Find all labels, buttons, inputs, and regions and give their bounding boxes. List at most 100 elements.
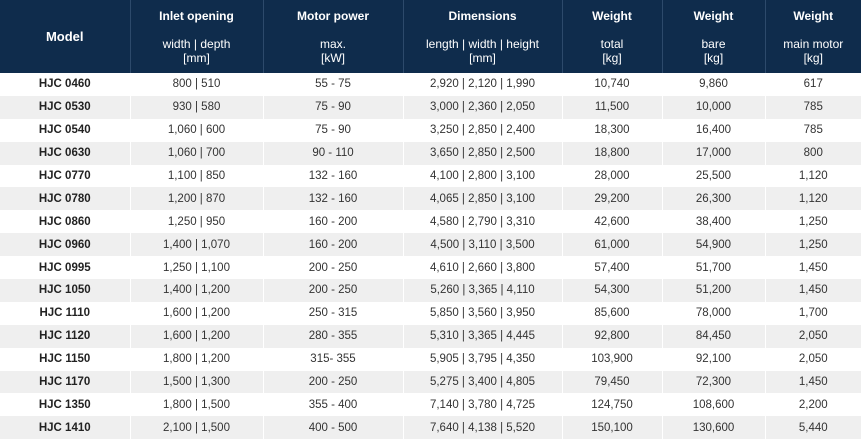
- column-title: Model: [45, 29, 84, 44]
- table-cell: 90 - 110: [262, 141, 403, 165]
- table-cell: 29,200: [561, 187, 662, 211]
- model-cell: HJC 1150: [39, 353, 91, 366]
- column-title: Weight: [592, 9, 632, 23]
- model-cell: HJC 0770: [38, 170, 91, 182]
- table-cell: 1,450: [764, 370, 861, 394]
- table-cell: 250 - 315: [262, 301, 403, 325]
- column-subtitle: width | depth: [162, 37, 231, 51]
- table-cell: 108,600: [661, 393, 765, 417]
- table-cell: 4,065 | 2,850 | 3,100: [402, 187, 562, 211]
- table-cell: 78,000: [661, 301, 765, 325]
- model-cell: HJC 1170: [0, 370, 130, 394]
- model-cell: HJC 0960: [0, 233, 130, 257]
- table-row: HJC 0770 1,100 | 850 132 - 160 4,100 | 2,80…: [0, 164, 861, 188]
- table-row: HJC 0860 1,250 | 950 160 - 200 4,580 | 2,79…: [0, 210, 861, 234]
- table-cell: 930 | 580: [129, 95, 263, 119]
- table-cell: 92,100: [661, 347, 765, 371]
- table-cell: 17,000: [661, 141, 765, 165]
- table-cell: 2,050: [764, 324, 861, 348]
- table-cell: 103,900: [561, 347, 662, 371]
- table-cell: 10,740: [561, 73, 662, 96]
- table-cell: 54,900: [661, 233, 765, 257]
- column-title: Dimensions: [448, 9, 517, 23]
- model-cell: HJC 0460: [38, 78, 91, 91]
- table-cell: 42,600: [561, 210, 662, 234]
- table-cell: 1,060 | 600: [129, 118, 263, 142]
- table-cell: 1,600 | 1,200: [129, 324, 263, 348]
- model-cell: HJC 0860: [38, 215, 91, 228]
- table-cell: 132 - 160: [262, 187, 403, 211]
- table-row: HJC 0780 1,200 | 870 132 - 160 4,065 | 2,85…: [0, 187, 861, 211]
- table-cell: 124,750: [561, 393, 662, 417]
- table-row: HJC 0540 1,060 | 600 75 - 90 3,250 | 2,850 …: [0, 118, 861, 142]
- table-cell: 785: [764, 118, 861, 142]
- model-cell: HJC 0530: [0, 95, 130, 119]
- table-cell: 132 - 160: [262, 164, 403, 188]
- table-cell: 25,500: [661, 164, 765, 188]
- table-cell: 1,800 | 1,200: [129, 347, 263, 371]
- table-header: Model Inlet opening width | depth [mm] Motor…: [0, 0, 861, 73]
- model-cell: HJC 0630: [0, 141, 130, 165]
- table-row: HJC 1120 1,600 | 1,200 280 - 355 5,310 | 3,…: [0, 324, 861, 348]
- table-cell: 11,500: [561, 95, 662, 119]
- table-row: HJC 0960 1,400 | 1,070 160 - 200 4,500 | 3,…: [0, 233, 861, 257]
- table-cell: 1,120: [764, 187, 861, 211]
- model-cell: HJC 1120: [0, 324, 130, 348]
- column-subtitle: [mm]: [183, 51, 210, 65]
- table-cell: 1,600 | 1,200: [129, 301, 263, 325]
- column-title: Inlet opening: [159, 9, 234, 23]
- table-cell: 1,400 | 1,200: [129, 279, 263, 302]
- column-subtitle: [kW]: [321, 51, 345, 65]
- column-title: Weight: [693, 9, 734, 23]
- table-cell: 18,300: [561, 118, 662, 142]
- table-cell: 2,200: [764, 393, 861, 417]
- table-cell: 1,250 | 1,100: [129, 256, 263, 280]
- column-title: Weight: [793, 9, 834, 23]
- header-row: Model Inlet opening width | depth [mm] Motor…: [0, 0, 861, 73]
- table-cell: 1,200 | 870: [129, 187, 263, 211]
- table-cell: 72,300: [661, 370, 765, 394]
- table-cell: 280 - 355: [262, 324, 403, 348]
- model-cell: HJC 1410: [0, 416, 130, 439]
- table-cell: 1,500 | 1,300: [129, 370, 263, 394]
- table-cell: 400 - 500: [262, 416, 403, 439]
- table-cell: 5,850 | 3,560 | 3,950: [402, 301, 562, 325]
- table-row: HJC 0460 800 | 510 55 - 75 2,920 | 2,120 | …: [0, 73, 861, 96]
- column-subtitle: [mm]: [469, 51, 496, 65]
- table-cell: 28,000: [561, 164, 662, 188]
- table-cell: 1,400 | 1,070: [129, 233, 263, 257]
- table-cell: 1,120: [764, 164, 861, 188]
- model-cell: HJC 0780: [0, 187, 130, 211]
- table-cell: 800: [764, 141, 861, 165]
- table-cell: 1,100 | 850: [129, 164, 263, 188]
- column-header: Weight main motor [kg]: [764, 0, 861, 73]
- table-cell: 200 - 250: [262, 279, 403, 302]
- model-cell: HJC 0995: [38, 261, 91, 274]
- column-header: Weight total [kg]: [561, 0, 662, 73]
- table-cell: 75 - 90: [262, 118, 403, 142]
- table-cell: 7,640 | 4,138 | 5,520: [402, 416, 562, 439]
- column-subtitle: bare: [701, 37, 726, 51]
- column-header: Weight bare [kg]: [661, 0, 765, 73]
- column-subtitle: total: [600, 37, 624, 51]
- column-subtitle: length | width | height: [426, 37, 539, 51]
- table-cell: 4,610 | 2,660 | 3,800: [402, 256, 562, 280]
- table-cell: 85,600: [561, 301, 662, 325]
- table-row: HJC 1050 1,400 | 1,200 200 - 250 5,260 | 3,…: [0, 279, 861, 302]
- table-cell: 38,400: [661, 210, 765, 234]
- column-subtitle: max.: [319, 37, 346, 51]
- table-cell: 9,860: [661, 73, 765, 96]
- model-cell: HJC 1350: [38, 398, 91, 411]
- column-header: Inlet opening width | depth [mm]: [129, 0, 263, 73]
- table-cell: 3,650 | 2,850 | 2,500: [402, 141, 562, 165]
- table-cell: 51,200: [661, 279, 765, 302]
- column-subtitle: [kg]: [803, 51, 823, 65]
- table-cell: 160 - 200: [262, 233, 403, 257]
- table-cell: 4,580 | 2,790 | 3,310: [402, 210, 562, 234]
- table-cell: 5,260 | 3,365 | 4,110: [402, 279, 562, 302]
- table-cell: 617: [764, 73, 861, 96]
- table-cell: 150,100: [561, 416, 662, 439]
- table-cell: 75 - 90: [262, 95, 403, 119]
